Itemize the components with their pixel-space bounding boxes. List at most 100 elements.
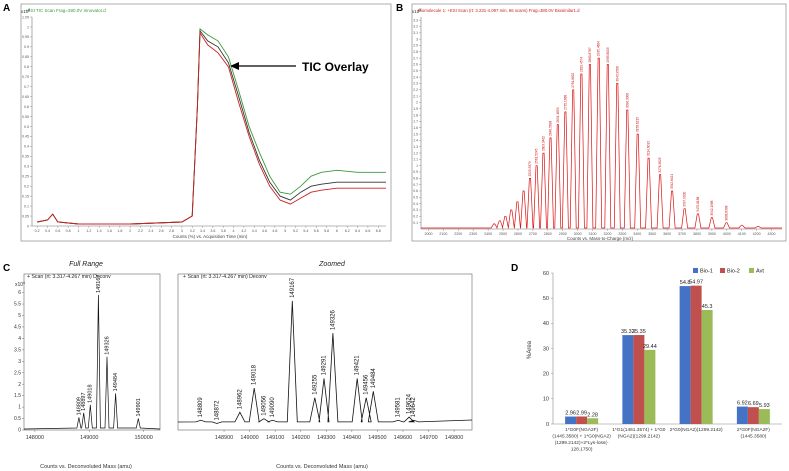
b-xtick-label: 3600 xyxy=(663,232,671,236)
b-ytick-label: 0.1 xyxy=(413,221,418,225)
full-peak-label: 149167 xyxy=(96,275,102,293)
zoom-scan-label: + Scan (rt: 3.317-4.267 min) Deconv xyxy=(183,274,267,280)
a-xtick-label: 3.8 xyxy=(221,229,226,233)
b-ytick-label: 2.2 xyxy=(413,88,418,92)
panel-d: D 0 10 20 30 40 50 60 %Area 2.96 2.99 2.28 1*G0F(NG… xyxy=(511,263,782,453)
zoomed-plot: 148900 149000 149100 149200 149300 149400 1495… xyxy=(177,273,473,441)
b-xtick-label: 3400 xyxy=(633,232,641,236)
b-xtick-label: 2800 xyxy=(544,232,552,236)
d-bar-bio-1 xyxy=(736,406,748,424)
zoom-peak-label: 149255 xyxy=(312,374,318,395)
b-spectrum-trace xyxy=(421,57,782,229)
d-bar-value-label: 35.32 xyxy=(621,329,635,335)
a-xtick-label: 4.8 xyxy=(272,229,277,233)
a-xtick-label: 1.8 xyxy=(117,229,122,233)
b-ytick-label: 1.8 xyxy=(413,113,418,117)
a-ytick-label: 0.45 xyxy=(22,135,29,139)
full-ytick-label: 2.5 xyxy=(14,370,21,376)
a-ytick-label: 1.05 xyxy=(22,15,29,19)
d-legend-swatch-bio-1 xyxy=(693,268,698,273)
d-bar-value-label: 54.8 xyxy=(680,280,691,286)
d-bar-value-label: 2.28 xyxy=(587,412,598,418)
b-ytick-label: 0.3 xyxy=(413,208,418,212)
d-category-label: 128.1750) xyxy=(571,447,593,453)
b-xtick-label: 3900 xyxy=(708,232,716,236)
d-bar-bio-1 xyxy=(679,286,691,424)
d-ytick-label: 50 xyxy=(543,296,549,302)
a-xtick-label: 4 xyxy=(233,229,235,233)
d-legend-label: Bio-2 xyxy=(727,269,740,275)
b-ytick-label: 2.4 xyxy=(413,75,418,79)
d-bar-bio-2 xyxy=(747,407,759,424)
zoom-xtick-label: 149700 xyxy=(419,435,437,441)
d-bar-value-label: 5.93 xyxy=(759,403,770,409)
full-ymult: x106 xyxy=(15,281,25,288)
b-peak-label: 2935.4604 xyxy=(597,41,601,56)
d-bar-bio-2 xyxy=(690,285,702,424)
full-ytick-label: 5 xyxy=(18,313,21,319)
b-xtick-label: 4100 xyxy=(738,232,746,236)
a-xtick-label: 0.4 xyxy=(45,229,50,233)
zoom-xtick-label: 149300 xyxy=(317,435,335,441)
d-category-label: 2*G0F(NGA2F) xyxy=(737,427,770,433)
b-ytick-label: 0.6 xyxy=(413,189,418,193)
b-peak-label: 2561.5245 xyxy=(535,148,539,163)
full-scan-label: + Scan (rt: 3.317-4.267 min) Deconv xyxy=(27,274,111,280)
b-xtick-label: 2300 xyxy=(469,232,477,236)
a-xtick-label: 1.6 xyxy=(107,229,112,233)
full-peak-label: 149901 xyxy=(136,398,142,416)
b-ytick-label: 1 xyxy=(416,164,418,168)
a-xtick-label: 2.6 xyxy=(159,229,164,233)
a-xtick-label: 5.4 xyxy=(303,229,308,233)
b-peak-label: 3542.1588 xyxy=(710,200,714,215)
d-legend-label: Avt xyxy=(756,269,764,275)
a-ytick-label: 0.9 xyxy=(24,45,29,49)
full-trace xyxy=(23,294,161,430)
annotation-arrow-head xyxy=(230,62,239,70)
d-bar-avt xyxy=(644,349,656,424)
d-category-label: (1299.2142)+2*Lys-loss(- xyxy=(555,440,609,446)
full-peak-label: 148897 xyxy=(81,392,87,410)
d-bar-value-label: 2.96 xyxy=(565,411,576,417)
b-ytick-label: 0.8 xyxy=(413,177,418,181)
full-frame xyxy=(23,273,161,431)
panel-b-header: Biomolecule 1: +ESI Scan (rt: 3.231-4.09… xyxy=(418,8,580,13)
b-peak-label: 3470.8188 xyxy=(696,197,700,212)
b-ytick-label: 0.7 xyxy=(413,183,418,187)
a-xtick-label: 6.8 xyxy=(376,229,381,233)
b-xtick-label: 3800 xyxy=(693,232,701,236)
d-bar-value-label: 54.97 xyxy=(689,280,703,286)
panel-b-ymult: x105 xyxy=(412,8,421,14)
d-legend-label: Bio-1 xyxy=(700,269,713,275)
b-ytick-label: 2 xyxy=(416,101,418,105)
zoom-peak-label: 149167 xyxy=(290,277,296,298)
a-xtick-label: 2.8 xyxy=(169,229,174,233)
panel-d-letter: D xyxy=(511,263,518,274)
b-ytick-label: 2.9 xyxy=(413,44,418,48)
a-ytick-label: 0.8 xyxy=(24,65,29,69)
b-peak-label: 3397.9000 xyxy=(683,191,687,206)
b-xtick-label: 2200 xyxy=(454,232,462,236)
b-xtick-label: 2900 xyxy=(559,232,567,236)
panel-b-xlabel: Counts vs. Mass-to-Charge (m/z) xyxy=(567,236,634,241)
full-range-plot: 0 0.5 1 1.5 2 2.5 3 3.5 4 4.5 5 5.5 6 148000 149000 150… xyxy=(14,273,161,441)
b-ytick-label: 1.5 xyxy=(413,132,418,136)
d-ytick-label: 40 xyxy=(543,321,549,327)
panel-a-header: +ESI TIC Scan Frag=380.0V Innovator.d xyxy=(25,8,106,13)
a-ytick-label: 0.15 xyxy=(22,194,29,198)
a-xtick-label: 0.2 xyxy=(35,229,40,233)
a-xtick-label: 3 xyxy=(181,229,183,233)
a-ytick-label: 0.85 xyxy=(22,55,29,59)
panel-c: C Full Range Zoomed x106 + Scan (rt: 3.3… xyxy=(3,261,473,470)
full-peak-label: 149326 xyxy=(105,336,111,354)
a-xtick-label: 3.4 xyxy=(200,229,205,233)
b-xtick-label: 3700 xyxy=(678,232,686,236)
a-ytick-label: 0.2 xyxy=(24,184,29,188)
a-xtick-label: 4.4 xyxy=(252,229,257,233)
panel-b: B Biomolecule 1: +ESI Scan (rt: 3.231-4.… xyxy=(396,3,787,242)
zoom-peak-label: 149090 xyxy=(270,397,276,418)
tic-overlay-annotation: TIC Overlay xyxy=(302,60,369,74)
zoom-xlabel: Counts vs. Deconvoluted Mass (amu) xyxy=(276,464,368,470)
full-ytick-label: 0.5 xyxy=(14,416,21,422)
